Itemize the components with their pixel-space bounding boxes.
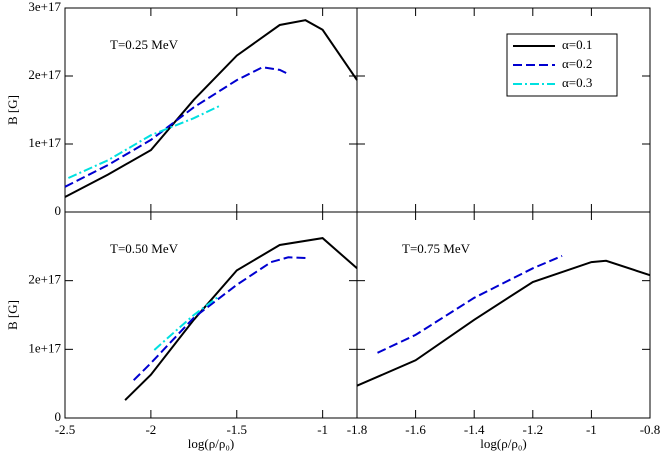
line-series bbox=[124, 237, 358, 401]
y-tick-label: 1e+17 bbox=[28, 135, 61, 150]
y-tick-label: 3e+17 bbox=[28, 0, 61, 14]
x-tick-label: -1.4 bbox=[464, 422, 485, 437]
line-series bbox=[67, 104, 221, 179]
y-tick-label: 2e+17 bbox=[28, 272, 61, 287]
panel-frame bbox=[356, 211, 651, 419]
y-axis-label: B [G] bbox=[5, 300, 20, 330]
legend-label: α=0.1 bbox=[562, 37, 592, 52]
y-tick-label: 2e+17 bbox=[28, 67, 61, 82]
x-axis-label: log(ρ/ρ₀) bbox=[480, 436, 526, 451]
y-tick-label: 0 bbox=[55, 409, 62, 424]
legend-box bbox=[506, 33, 618, 97]
annotation: T=0.75 MeV bbox=[402, 241, 471, 256]
line-series bbox=[64, 19, 358, 198]
x-axis-label: log(ρ/ρ₀) bbox=[188, 436, 234, 451]
line-series bbox=[377, 254, 563, 354]
x-tick-label: -2 bbox=[145, 422, 156, 437]
x-tick-label: -1.5 bbox=[226, 422, 247, 437]
x-tick-label: -0.8 bbox=[640, 422, 661, 437]
x-tick-label: -1.6 bbox=[405, 422, 426, 437]
x-tick-label: -1.8 bbox=[347, 422, 368, 437]
x-tick-label: -1 bbox=[586, 422, 597, 437]
y-tick-label: 0 bbox=[55, 203, 62, 218]
line-series bbox=[64, 66, 289, 188]
x-tick-label: -2.5 bbox=[55, 422, 76, 437]
line-series bbox=[132, 256, 306, 381]
legend-label: α=0.2 bbox=[562, 56, 592, 71]
y-tick-label: 1e+17 bbox=[28, 340, 61, 355]
annotation: T=0.50 MeV bbox=[110, 241, 179, 256]
line-series bbox=[153, 294, 221, 351]
annotation: T=0.25 MeV bbox=[110, 37, 179, 52]
panel-frame bbox=[64, 211, 358, 419]
x-tick-label: -1.2 bbox=[523, 422, 544, 437]
y-axis-label: B [G] bbox=[5, 95, 20, 125]
x-tick-label: -1 bbox=[317, 422, 328, 437]
line-series bbox=[356, 259, 651, 387]
legend-label: α=0.3 bbox=[562, 75, 592, 90]
